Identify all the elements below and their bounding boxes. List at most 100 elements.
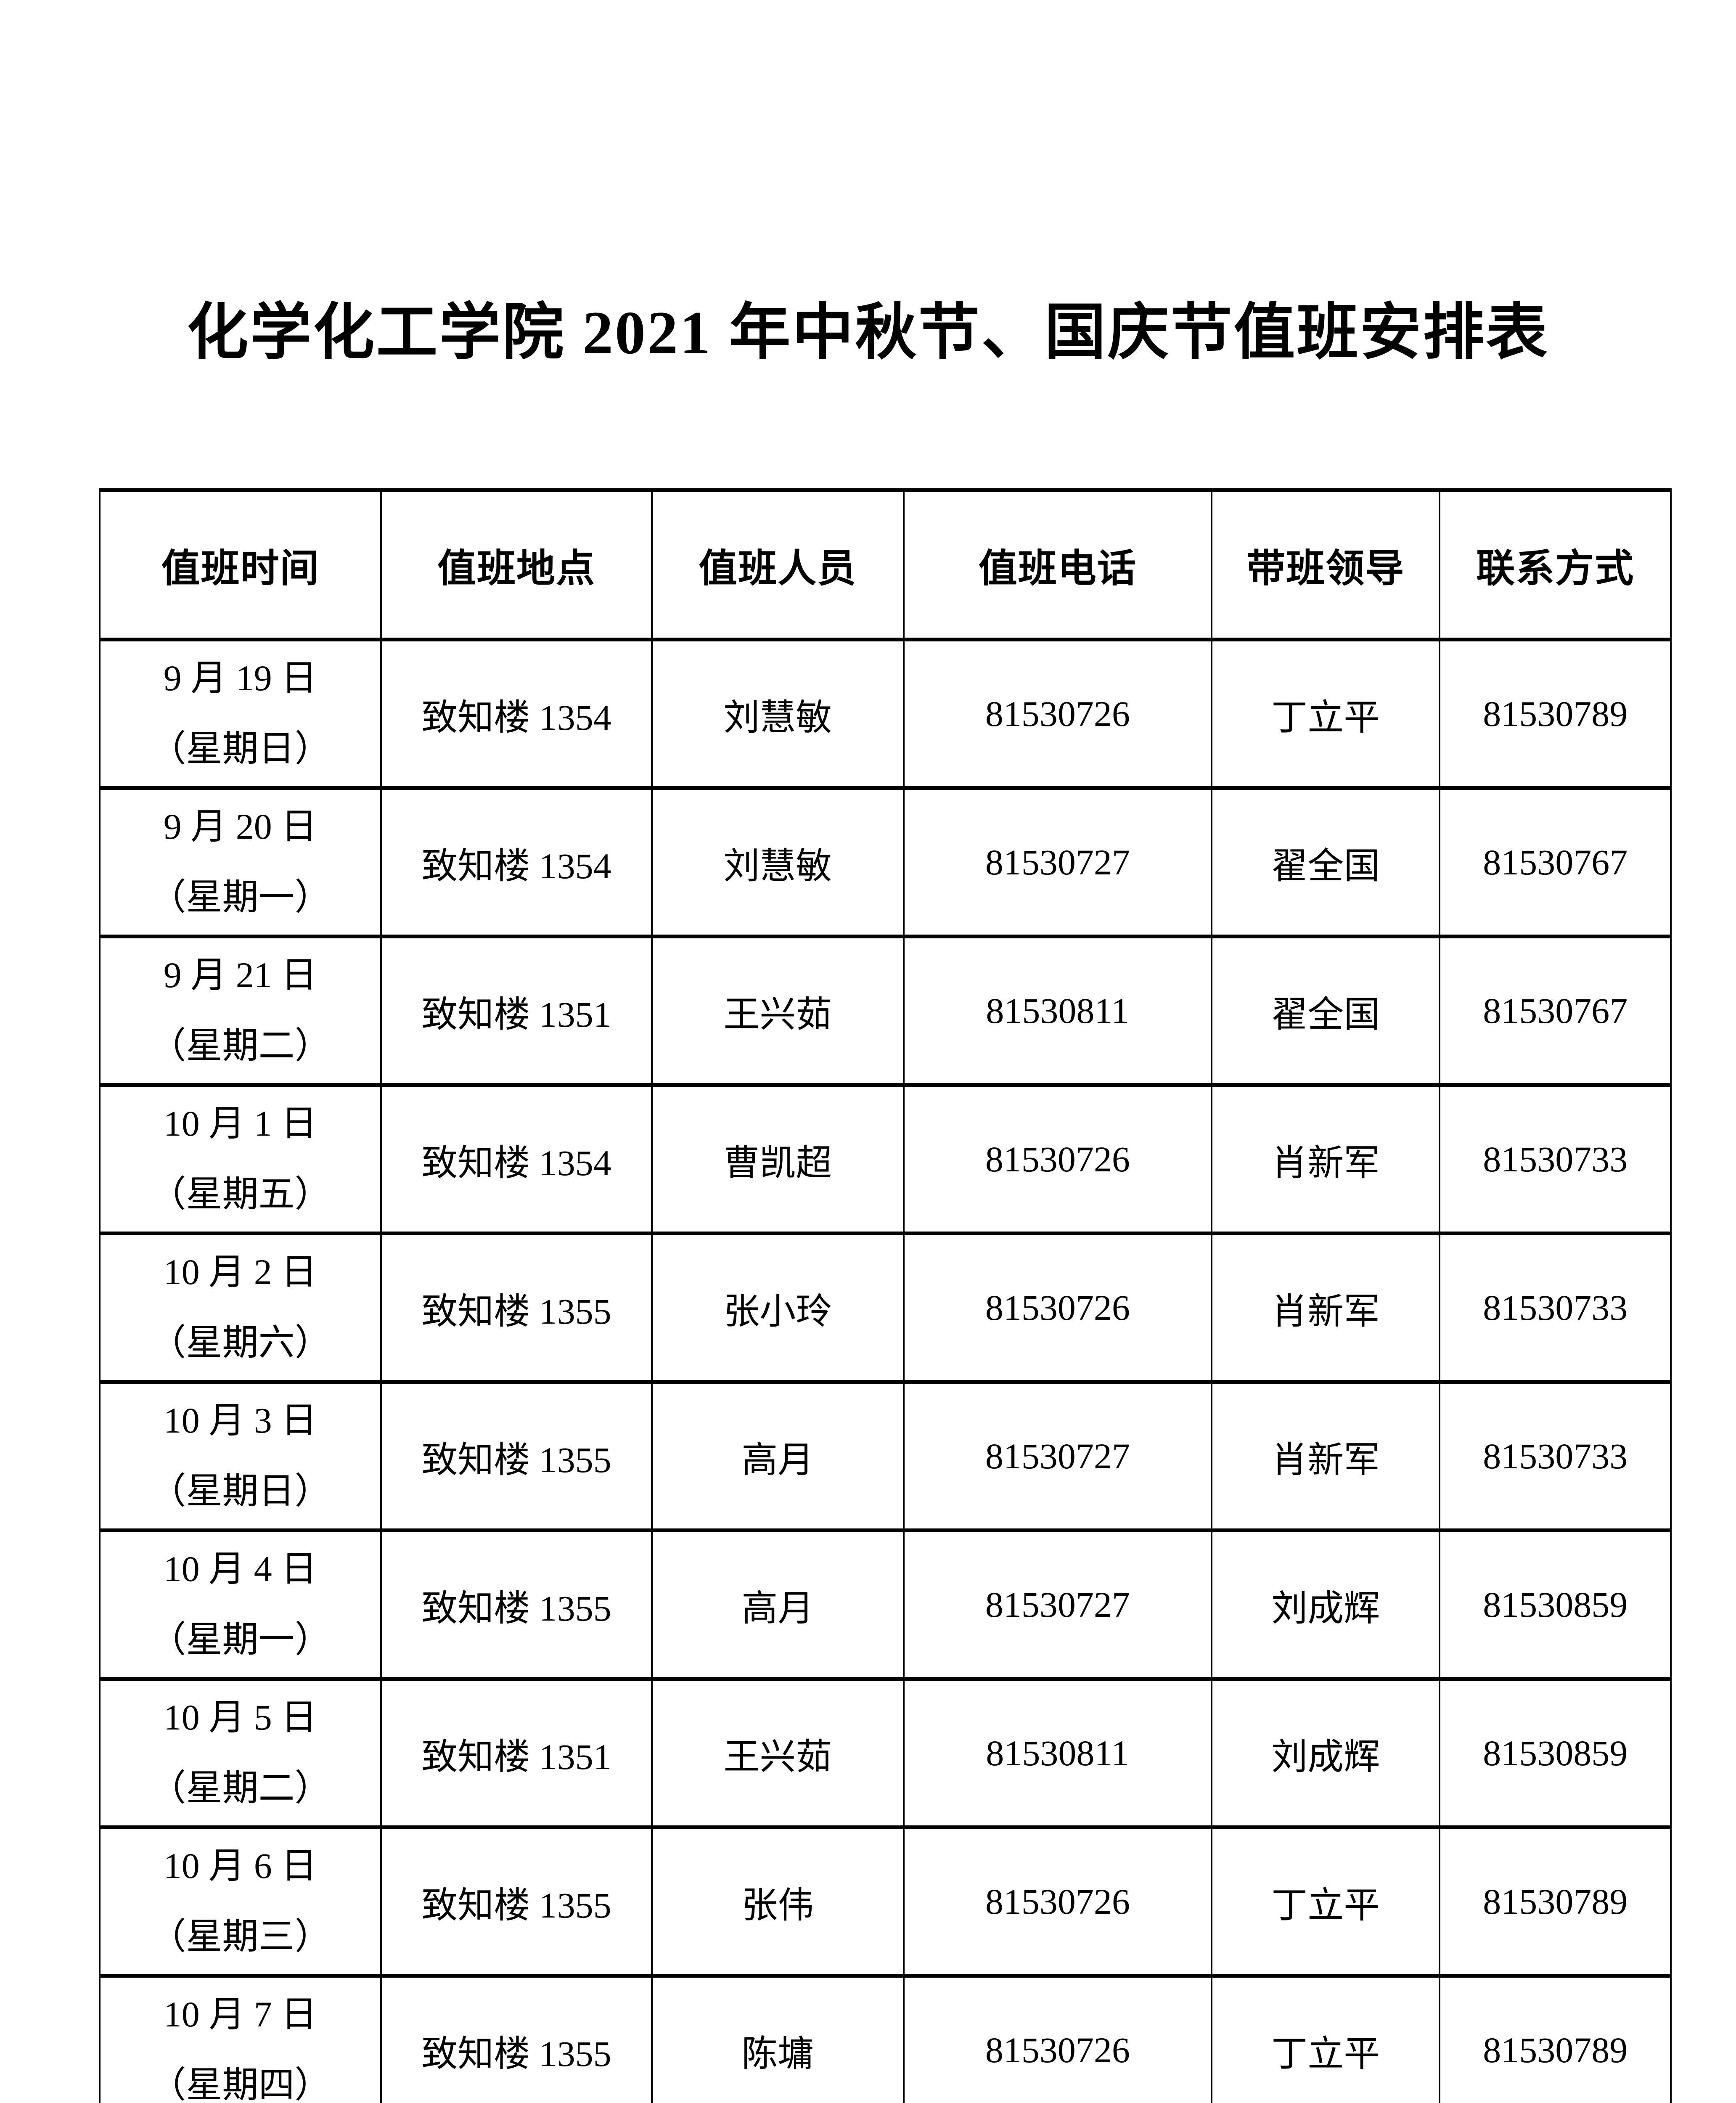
duty-location-cell: 致知楼 1354 (380, 1083, 653, 1235)
duty-person-cell: 曹凯超 (651, 1083, 905, 1235)
header-duty-phone: 值班电话 (902, 488, 1213, 641)
contact-method-cell-text: 81530733 (1483, 1436, 1628, 1476)
table-row: 9 月 21 日 （星期二） 致知楼 1351 王兴茹 81530811 翟全国 81530… (98, 935, 1672, 1087)
contact-method-cell: 81530733 (1439, 1232, 1672, 1384)
contact-method-cell: 81530767 (1439, 786, 1672, 938)
duty-schedule-table: 值班时间 值班地点 值班人员 值班电话 带班领导 联系方式 9 月 19 日 （星… (98, 488, 1672, 2103)
header-contact-method: 联系方式 (1439, 488, 1672, 641)
duty-leader-cell-text: 刘成辉 (1271, 1588, 1380, 1629)
contact-method-cell: 81530767 (1439, 935, 1672, 1087)
duty-date-cell: 10 月 6 日 （星期三） (98, 1825, 382, 1978)
duty-phone-cell: 81530811 (902, 935, 1213, 1087)
header-row: 值班时间 值班地点 值班人员 值班电话 带班领导 联系方式 (98, 488, 1672, 641)
duty-person-cell: 张小玲 (651, 1232, 905, 1384)
duty-location-cell: 致知楼 1355 (380, 1528, 653, 1681)
table-row: 9 月 19 日 （星期日） 致知楼 1354 刘慧敏 81530726 丁立平 81530… (98, 638, 1672, 790)
duty-date: 10 月 3 日 (163, 1400, 318, 1441)
duty-leader-cell-text: 肖新军 (1271, 1291, 1380, 1332)
duty-person-cell-text: 王兴茹 (723, 1736, 832, 1777)
duty-date: 10 月 2 日 (163, 1252, 318, 1293)
table-row: 10 月 4 日 （星期一） 致知楼 1355 高月 81530727 刘成辉 815308… (98, 1528, 1672, 1681)
duty-leader-cell: 肖新军 (1210, 1232, 1441, 1384)
contact-method-cell-text: 81530789 (1483, 1881, 1628, 1922)
table-row: 10 月 7 日 （星期四） 致知楼 1355 陈墉 81530726 丁立平 815307… (98, 1974, 1672, 2103)
duty-person-cell-text: 张小玲 (723, 1291, 832, 1332)
duty-location-cell-text: 致知楼 1351 (421, 1736, 611, 1777)
duty-person-cell: 高月 (651, 1380, 905, 1532)
contact-method-cell-text: 81530733 (1483, 1139, 1628, 1179)
contact-method-cell: 81530733 (1439, 1083, 1672, 1235)
page-title: 化学化工学院 2021 年中秋节、国庆节值班安排表 (187, 299, 1549, 367)
header-duty-time: 值班时间 (98, 488, 382, 641)
duty-location-cell-text: 致知楼 1355 (421, 1885, 611, 1926)
duty-date: 9 月 20 日 (163, 806, 318, 847)
contact-method-cell-text: 81530859 (1483, 1733, 1628, 1773)
duty-phone-cell: 81530726 (902, 1974, 1213, 2103)
duty-date-cell: 10 月 7 日 （星期四） (98, 1974, 382, 2103)
table-body: 9 月 19 日 （星期日） 致知楼 1354 刘慧敏 81530726 丁立平 81530… (98, 638, 1672, 2103)
duty-phone-cell-text: 81530726 (985, 694, 1130, 734)
duty-person-cell-text: 高月 (741, 1439, 814, 1480)
duty-phone-cell: 81530726 (902, 1825, 1213, 1978)
duty-phone-cell-text: 81530726 (985, 1139, 1130, 1179)
duty-leader-cell-text: 翟全国 (1271, 994, 1380, 1035)
duty-leader-cell-text: 肖新军 (1271, 1439, 1380, 1480)
duty-location-cell: 致知楼 1355 (380, 1380, 653, 1532)
duty-location-cell-text: 致知楼 1355 (421, 1588, 611, 1629)
duty-date-cell: 9 月 21 日 （星期二） (98, 935, 382, 1087)
duty-date-cell: 10 月 2 日 （星期六） (98, 1232, 382, 1384)
duty-date: 10 月 7 日 (163, 1994, 318, 2035)
duty-person-cell-text: 陈墉 (741, 2033, 814, 2074)
duty-date: 9 月 19 日 (163, 658, 318, 699)
duty-phone-cell: 81530726 (902, 1232, 1213, 1384)
duty-phone-cell-text: 81530726 (985, 2030, 1130, 2070)
duty-date: 9 月 21 日 (163, 955, 318, 996)
duty-phone-cell: 81530726 (902, 1083, 1213, 1235)
duty-leader-cell: 肖新军 (1210, 1083, 1441, 1235)
duty-weekday: （星期四） (150, 2065, 331, 2103)
duty-phone-cell-text: 81530811 (986, 991, 1130, 1031)
duty-leader-cell: 刘成辉 (1210, 1677, 1441, 1829)
duty-person-cell: 张伟 (651, 1825, 905, 1978)
duty-date: 10 月 5 日 (163, 1697, 318, 1738)
duty-person-cell-text: 王兴茹 (723, 994, 832, 1035)
duty-leader-cell-text: 翟全国 (1271, 845, 1380, 886)
contact-method-cell-text: 81530859 (1483, 1584, 1628, 1625)
contact-method-cell-text: 81530733 (1483, 1287, 1628, 1328)
duty-location-cell: 致知楼 1354 (380, 786, 653, 938)
duty-person-cell-text: 高月 (741, 1588, 814, 1629)
duty-date-cell: 9 月 20 日 （星期一） (98, 786, 382, 938)
duty-leader-cell-text: 丁立平 (1271, 1885, 1380, 1926)
header-duty-person: 值班人员 (651, 488, 905, 641)
duty-date-cell: 10 月 4 日 （星期一） (98, 1528, 382, 1681)
contact-method-cell: 81530789 (1439, 1974, 1672, 2103)
duty-weekday: （星期一） (150, 1619, 331, 1660)
duty-person-cell-text: 刘慧敏 (723, 845, 832, 886)
duty-location-cell-text: 致知楼 1355 (421, 2033, 611, 2074)
duty-location-cell: 致知楼 1351 (380, 935, 653, 1087)
duty-person-cell-text: 张伟 (741, 1885, 814, 1926)
contact-method-cell-text: 81530789 (1483, 694, 1628, 734)
duty-leader-cell-text: 肖新军 (1271, 1142, 1380, 1183)
table-row: 10 月 2 日 （星期六） 致知楼 1355 张小玲 81530726 肖新军 81530… (98, 1232, 1672, 1384)
duty-weekday: （星期五） (150, 1174, 331, 1214)
duty-leader-cell: 肖新军 (1210, 1380, 1441, 1532)
duty-leader-cell: 丁立平 (1210, 1974, 1441, 2103)
duty-person-cell: 陈墉 (651, 1974, 905, 2103)
table-row: 10 月 1 日 （星期五） 致知楼 1354 曹凯超 81530726 肖新军 81530… (98, 1083, 1672, 1235)
duty-phone-cell: 81530727 (902, 1380, 1213, 1532)
duty-phone-cell-text: 81530727 (985, 1584, 1130, 1625)
duty-location-cell: 致知楼 1355 (380, 1974, 653, 2103)
duty-leader-cell: 翟全国 (1210, 786, 1441, 938)
duty-leader-cell: 刘成辉 (1210, 1528, 1441, 1681)
duty-weekday: （星期二） (150, 1768, 331, 1808)
duty-location-cell-text: 致知楼 1354 (421, 1142, 611, 1183)
duty-phone-cell-text: 81530726 (985, 1881, 1130, 1922)
duty-date-cell: 10 月 3 日 （星期日） (98, 1380, 382, 1532)
duty-person-cell-text: 曹凯超 (723, 1142, 832, 1183)
duty-location-cell-text: 致知楼 1355 (421, 1291, 611, 1332)
duty-phone-cell-text: 81530726 (985, 1287, 1130, 1328)
contact-method-cell-text: 81530767 (1483, 842, 1628, 882)
contact-method-cell: 81530789 (1439, 638, 1672, 790)
